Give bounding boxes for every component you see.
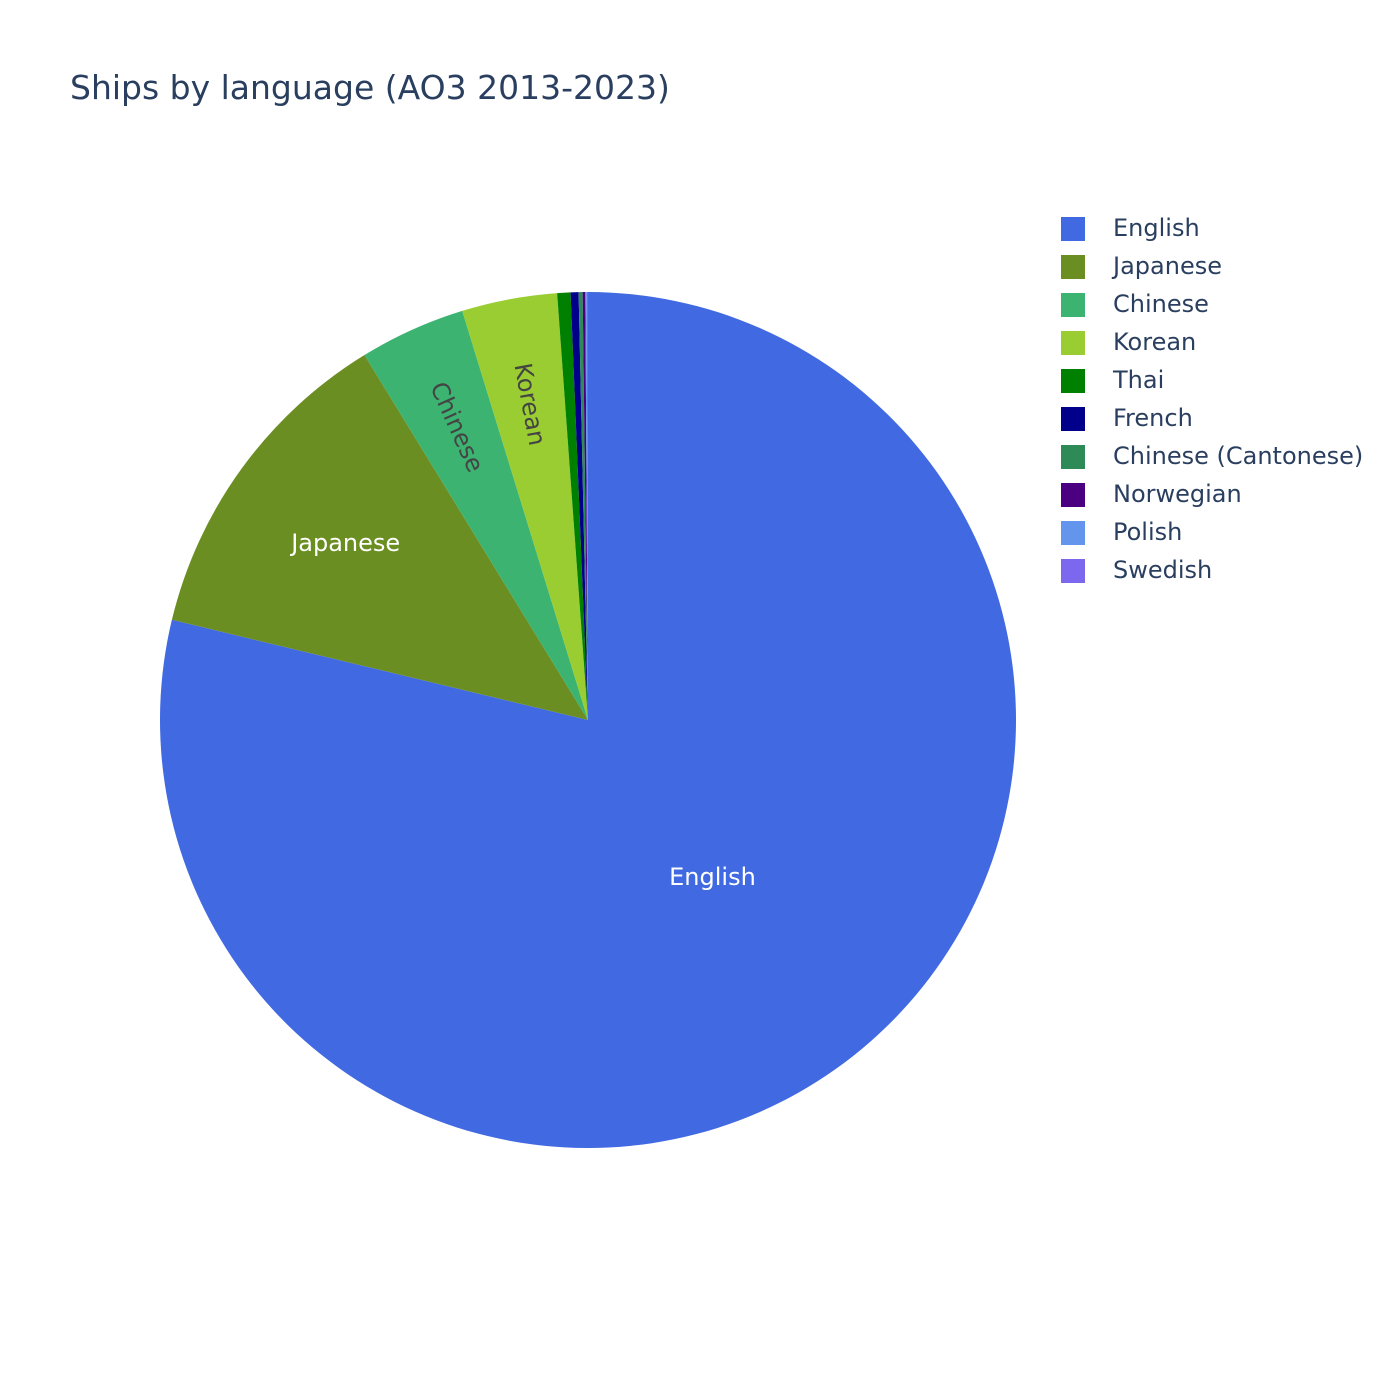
legend-item-swedish[interactable]: Swedish	[1061, 552, 1391, 590]
pie-slice-label-english: English	[669, 863, 756, 891]
pie-slice-norwegian[interactable]	[582, 292, 588, 720]
pie-slices	[160, 292, 1016, 1148]
pie-slice-japanese[interactable]	[171, 355, 588, 720]
legend-swatch	[1061, 445, 1085, 469]
legend-label: Polish	[1113, 518, 1183, 546]
pie-slice-swedish[interactable]	[586, 292, 588, 720]
legend-swatch	[1061, 217, 1085, 241]
legend-label: Chinese (Cantonese)	[1113, 442, 1364, 470]
legend-swatch	[1061, 483, 1085, 507]
legend: English Japanese Chinese Korean Thai French Ch…	[1061, 210, 1391, 590]
legend-label: Chinese	[1113, 290, 1209, 318]
legend-item-chinese[interactable]: Chinese	[1061, 286, 1391, 324]
legend-label: Thai	[1113, 366, 1165, 394]
pie-slice-chinese[interactable]	[364, 310, 588, 720]
pie-slice-thai[interactable]	[557, 292, 588, 720]
legend-swatch	[1061, 521, 1085, 545]
pie-slice-korean[interactable]	[462, 293, 588, 720]
legend-item-chinese-cantonese[interactable]: Chinese (Cantonese)	[1061, 438, 1391, 476]
pie-slice-chinese-cantonese[interactable]	[578, 292, 588, 720]
legend-item-polish[interactable]: Polish	[1061, 514, 1391, 552]
legend-item-korean[interactable]: Korean	[1061, 324, 1391, 362]
pie-slice-label-japanese: Japanese	[289, 529, 400, 557]
legend-swatch	[1061, 293, 1085, 317]
legend-label: Swedish	[1113, 556, 1213, 584]
legend-item-thai[interactable]: Thai	[1061, 362, 1391, 400]
legend-label: French	[1113, 404, 1193, 432]
pie-slice-french[interactable]	[570, 292, 588, 720]
legend-label: English	[1113, 214, 1200, 242]
legend-swatch	[1061, 255, 1085, 279]
legend-label: Norwegian	[1113, 480, 1242, 508]
legend-swatch	[1061, 559, 1085, 583]
legend-label: Japanese	[1113, 252, 1222, 280]
pie-slice-polish[interactable]	[585, 292, 588, 720]
legend-swatch	[1061, 369, 1085, 393]
legend-item-french[interactable]: French	[1061, 400, 1391, 438]
legend-item-japanese[interactable]: Japanese	[1061, 248, 1391, 286]
legend-swatch	[1061, 331, 1085, 355]
legend-item-english[interactable]: English	[1061, 210, 1391, 248]
legend-item-norwegian[interactable]: Norwegian	[1061, 476, 1391, 514]
legend-label: Korean	[1113, 328, 1197, 356]
legend-swatch	[1061, 407, 1085, 431]
chart-title: Ships by language (AO3 2013-2023)	[70, 68, 670, 107]
